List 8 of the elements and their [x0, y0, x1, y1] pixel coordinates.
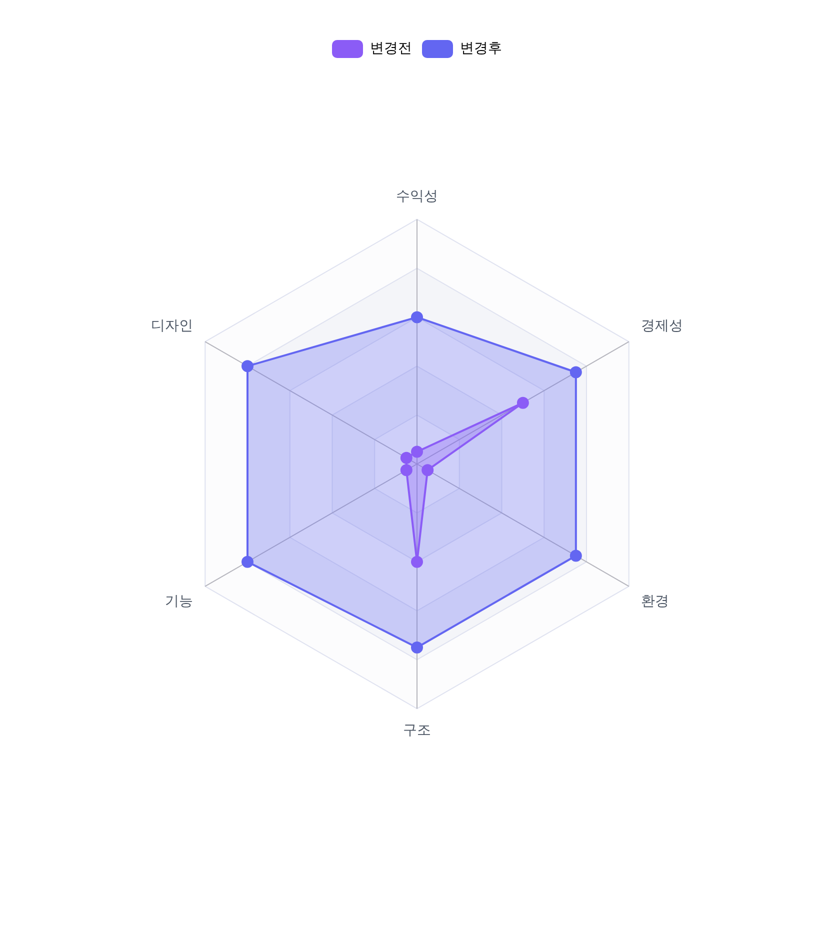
spoke-label: 경제성 — [641, 318, 683, 334]
spoke-label: 수익성 — [396, 188, 438, 205]
spoke-label: 환경 — [641, 593, 669, 610]
spoke-label: 기능 — [165, 593, 193, 610]
spoke-label: 디자인 — [151, 318, 193, 334]
legend-label: 변경전 — [370, 40, 412, 57]
spoke-label: 구조 — [403, 722, 431, 739]
legend-label: 변경후 — [460, 40, 502, 57]
